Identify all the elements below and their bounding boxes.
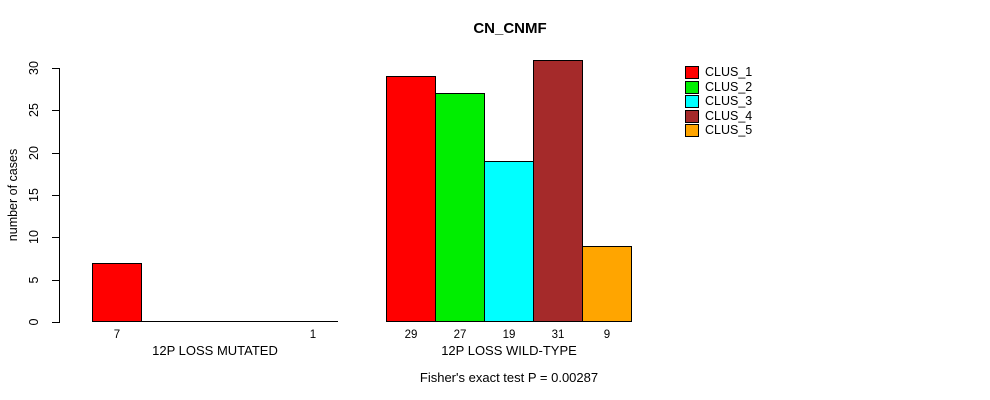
y-axis-tick xyxy=(52,237,59,238)
y-axis-tick xyxy=(52,195,59,196)
y-axis-line xyxy=(59,68,60,323)
y-axis-tick xyxy=(52,280,59,281)
legend-item: CLUS_5 xyxy=(685,123,753,138)
bar-value-label: 29 xyxy=(404,329,418,341)
legend-label: CLUS_2 xyxy=(705,79,753,94)
legend-swatch xyxy=(685,66,699,79)
legend-item: CLUS_2 xyxy=(685,79,753,94)
y-axis-tick-label: 15 xyxy=(27,188,41,202)
legend-swatch xyxy=(685,109,699,123)
bar-value-label: 19 xyxy=(502,329,516,341)
x-group-label: 12P LOSS WILD-TYPE xyxy=(441,343,577,358)
y-axis-tick xyxy=(52,68,59,69)
legend-label: CLUS_1 xyxy=(705,65,753,79)
x-group-label: 12P LOSS MUTATED xyxy=(152,343,278,358)
chart-title: CN_CNMF xyxy=(473,20,547,37)
bar-clus_5 xyxy=(582,246,632,322)
legend-item: CLUS_3 xyxy=(685,94,753,109)
legend-label: CLUS_5 xyxy=(705,123,753,138)
y-axis-tick-label: 5 xyxy=(27,276,41,284)
stat-test-note: Fisher's exact test P = 0.00287 xyxy=(419,370,599,385)
legend-item: CLUS_1 xyxy=(685,66,752,79)
y-axis-tick-label: 10 xyxy=(27,230,41,244)
bar-zero-line xyxy=(288,321,338,322)
bar-clus_1 xyxy=(386,76,436,322)
y-axis-tick-label: 25 xyxy=(27,103,41,117)
bar-zero-line xyxy=(141,321,191,322)
legend-swatch xyxy=(685,80,699,94)
legend-swatch xyxy=(685,95,699,109)
legend-swatch xyxy=(685,124,699,138)
bar-value-label: 7 xyxy=(113,329,121,341)
legend-item: CLUS_4 xyxy=(685,108,753,123)
y-axis-tick-label: 0 xyxy=(27,318,41,326)
legend-label: CLUS_3 xyxy=(705,94,753,109)
y-axis-tick xyxy=(52,322,59,323)
bar-value-label: 27 xyxy=(453,329,467,341)
y-axis-tick xyxy=(52,110,59,111)
y-axis-tick-label: 30 xyxy=(27,61,41,75)
bar-clus_1 xyxy=(92,263,142,322)
bar-value-label: 31 xyxy=(551,329,565,341)
legend-label: CLUS_4 xyxy=(705,108,753,123)
bar-clus_4 xyxy=(533,60,583,322)
y-axis-label: number of cases xyxy=(6,148,20,242)
bar-zero-line xyxy=(190,321,240,322)
y-axis-tick xyxy=(52,153,59,154)
bar-clus_2 xyxy=(435,93,485,322)
bar-clus_3 xyxy=(484,161,534,322)
bar-value-label: 9 xyxy=(603,329,611,341)
y-axis-tick-label: 20 xyxy=(27,146,41,160)
legend: CLUS_1 CLUS_2 CLUS_3 CLUS_4 CLUS_5 xyxy=(685,66,753,138)
bar-value-label: 1 xyxy=(309,329,317,341)
bar-zero-line xyxy=(239,321,289,322)
